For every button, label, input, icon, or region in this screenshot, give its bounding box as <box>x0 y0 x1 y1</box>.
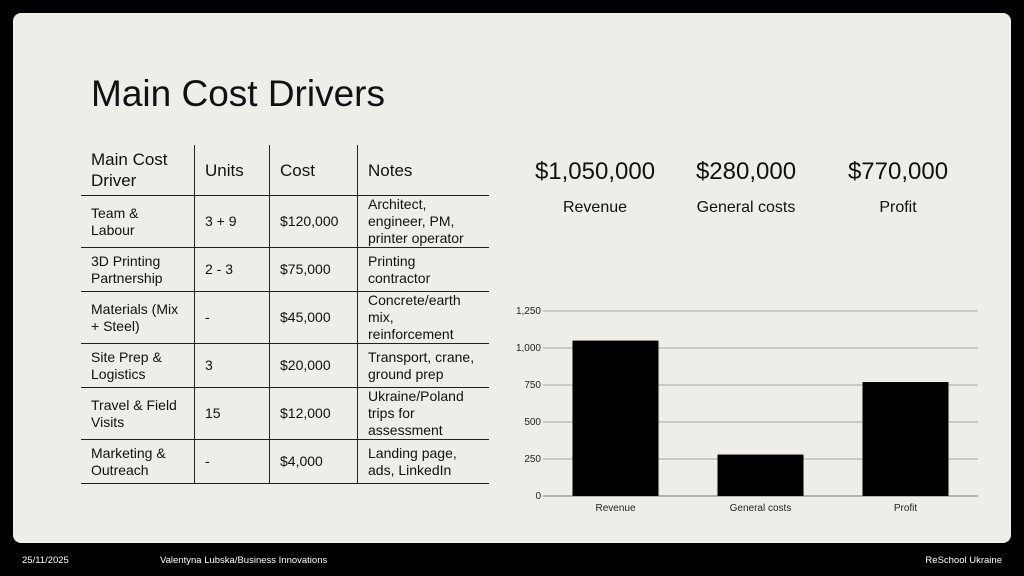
slide: Main Cost Drivers Main Cost Driver Units… <box>13 13 1011 543</box>
cost-cell: $75,000 <box>269 247 358 292</box>
notes-cell: Concrete/earth mix, reinforcement <box>357 291 489 344</box>
units-cell: 2 - 3 <box>194 247 270 292</box>
kpi-profit-label: Profit <box>879 199 917 216</box>
table-row: Site Prep & Logistics 3 $20,000 Transpor… <box>81 343 489 388</box>
kpi-profit: $770,000 Profit <box>833 158 963 217</box>
header-cost: Cost <box>269 145 358 196</box>
header-notes: Notes <box>357 145 489 196</box>
units-cell: - <box>194 439 270 484</box>
kpi-general-costs: $280,000 General costs <box>676 158 816 217</box>
units-cell: 15 <box>194 387 270 440</box>
bar-general-costs <box>717 454 804 496</box>
y-tick-label: 1,250 <box>516 306 541 317</box>
y-tick-label: 750 <box>524 380 541 391</box>
y-tick-label: 1,000 <box>516 343 541 354</box>
units-cell: 3 + 9 <box>194 195 270 248</box>
cost-drivers-table: Main Cost Driver Units Cost Notes Team &… <box>81 145 489 484</box>
table-row: Marketing & Outreach - $4,000 Landing pa… <box>81 439 489 484</box>
notes-cell: Ukraine/Poland trips for assessment <box>357 387 489 440</box>
footer-date: 25/11/2025 <box>22 555 69 566</box>
kpi-revenue-label: Revenue <box>562 199 628 216</box>
table-row: Team & Labour 3 + 9 $120,000 Architect, … <box>81 195 489 248</box>
cost-cell: $12,000 <box>269 387 358 440</box>
x-tick-label: General costs <box>730 503 792 513</box>
y-tick-label: 250 <box>524 454 541 465</box>
header-main-cost-driver: Main Cost Driver <box>81 145 195 196</box>
kpi-revenue: $1,050,000 Revenue <box>527 158 663 217</box>
units-cell: 3 <box>194 343 270 388</box>
notes-cell: Landing page, ads, LinkedIn <box>357 439 489 484</box>
table-row: 3D Printing Partnership 2 - 3 $75,000 Pr… <box>81 247 489 292</box>
kpi-general-costs-label: General costs <box>696 199 796 216</box>
header-units: Units <box>194 145 270 196</box>
bar-chart: 0 250 500 750 1,000 1,250 Revenue General costs… <box>516 306 978 513</box>
table-header-row: Main Cost Driver Units Cost Notes <box>81 145 489 196</box>
kpi-revenue-value: $1,050,000 <box>534 158 656 185</box>
footer-author: Valentyna Lubska/Business Innovations <box>160 555 328 566</box>
kpi-general-costs-value: $280,000 <box>695 158 797 185</box>
driver-cell: Materials (Mix + Steel) <box>81 291 195 344</box>
bar-profit <box>862 382 949 496</box>
x-tick-label: Revenue <box>595 503 635 513</box>
driver-cell: Team & Labour <box>81 195 195 248</box>
kpi-profit-value: $770,000 <box>847 158 949 185</box>
driver-cell: Travel & Field Visits <box>81 387 195 440</box>
driver-cell: Marketing & Outreach <box>81 439 195 484</box>
y-tick-label: 0 <box>535 491 541 502</box>
table-row: Travel & Field Visits 15 $12,000 Ukraine… <box>81 387 489 440</box>
units-cell: - <box>194 291 270 344</box>
bar-revenue <box>572 340 659 496</box>
notes-cell: Printing contractor <box>357 247 489 292</box>
slide-title: Main Cost Drivers <box>91 73 385 114</box>
table-row: Materials (Mix + Steel) - $45,000 Concre… <box>81 291 489 344</box>
notes-cell: Architect, engineer, PM, printer operato… <box>357 195 489 248</box>
x-tick-label: Profit <box>894 503 918 513</box>
notes-cell: Transport, crane, ground prep <box>357 343 489 388</box>
cost-cell: $45,000 <box>269 291 358 344</box>
y-tick-label: 500 <box>524 417 541 428</box>
driver-cell: Site Prep & Logistics <box>81 343 195 388</box>
cost-cell: $120,000 <box>269 195 358 248</box>
cost-cell: $4,000 <box>269 439 358 484</box>
footer-org: ReSchool Ukraine <box>925 555 1002 566</box>
cost-cell: $20,000 <box>269 343 358 388</box>
driver-cell: 3D Printing Partnership <box>81 247 195 292</box>
